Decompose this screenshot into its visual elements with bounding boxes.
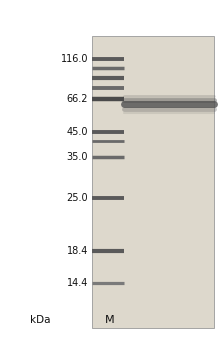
- Text: kDa: kDa: [30, 315, 51, 325]
- Text: 18.4: 18.4: [67, 246, 88, 256]
- Text: 116.0: 116.0: [61, 54, 88, 64]
- Text: 25.0: 25.0: [67, 193, 88, 203]
- Text: 35.0: 35.0: [67, 152, 88, 162]
- Bar: [92, 36, 214, 328]
- Text: 14.4: 14.4: [67, 278, 88, 288]
- Text: M: M: [105, 315, 115, 325]
- Text: 45.0: 45.0: [67, 127, 88, 137]
- Text: 66.2: 66.2: [67, 93, 88, 104]
